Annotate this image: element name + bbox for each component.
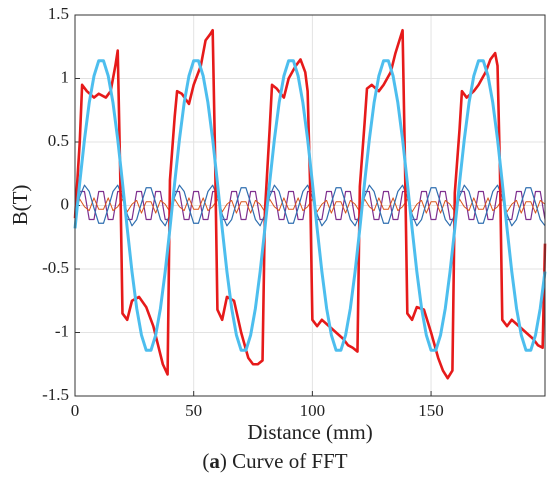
y-tick-label: -0.5 xyxy=(42,258,69,277)
y-tick-label: 1.5 xyxy=(48,4,69,23)
x-tick-label: 150 xyxy=(418,401,444,420)
y-tick-label: 1 xyxy=(61,67,70,86)
caption-part: ) Curve of FFT xyxy=(220,449,348,473)
x-tick-label: 50 xyxy=(185,401,202,420)
y-axis-label: B(T) xyxy=(8,185,32,226)
y-tick-label: -1.5 xyxy=(42,385,69,404)
plot-frame xyxy=(74,14,546,397)
y-tick-label: -1 xyxy=(55,321,69,340)
caption-part: a xyxy=(209,449,220,473)
y-tick-label: 0 xyxy=(61,194,70,213)
caption: (a) Curve of FFT xyxy=(202,449,347,473)
x-axis-label: Distance (mm) xyxy=(247,420,372,444)
x-tick-label: 100 xyxy=(300,401,326,420)
y-tick-label: 0.5 xyxy=(48,131,69,150)
series-line xyxy=(73,59,547,352)
x-tick-label: 0 xyxy=(71,401,80,420)
caption-part: ( xyxy=(202,449,209,473)
